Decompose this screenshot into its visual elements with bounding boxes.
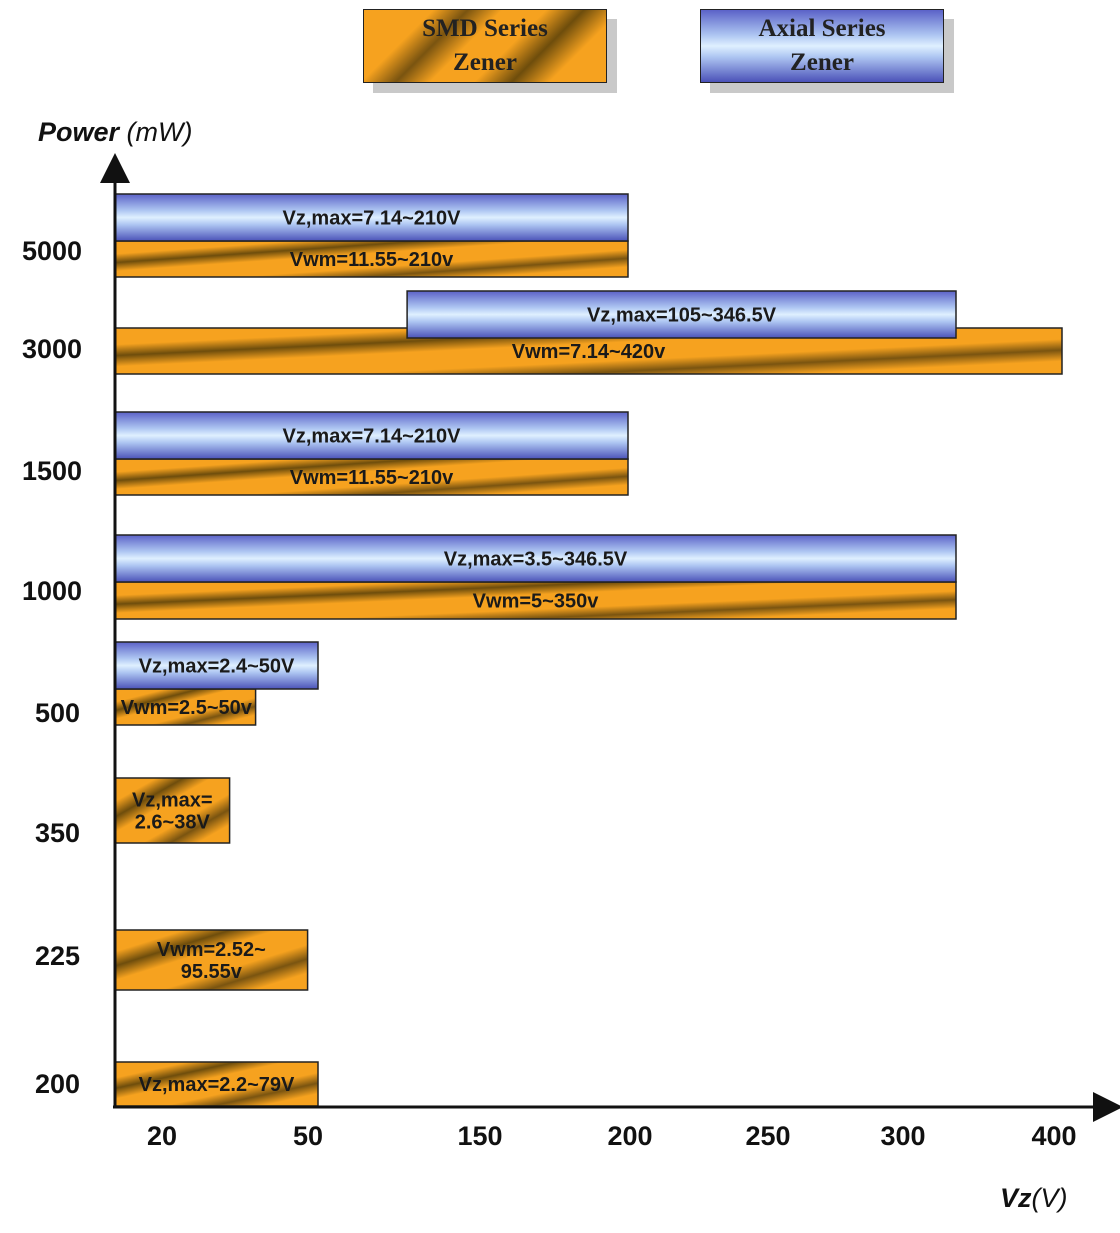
smd-bar-200 [114,1061,319,1107]
y-tick-label-5000: 5000 [22,236,82,266]
x-tick-label-400: 400 [1031,1121,1076,1151]
axial-bar-1500 [114,411,629,460]
y-tick-label-1000: 1000 [22,576,82,606]
smd-bar-5000-label: Vwm=11.55~210v [290,249,454,271]
legend-axial-label: Axial Series Zener [758,15,886,76]
legend-smd-series: SMD Series Zener [363,9,607,83]
smd-bar-1000-label: Vwm=5~350v [473,591,600,613]
smd-bar-225-label: Vwm=2.52~ 95.55v [157,939,266,983]
x-tick-label-50: 50 [293,1121,323,1151]
x-tick-label-20: 20 [147,1121,177,1151]
axial-bar-1000 [114,534,957,583]
y-tick-label-350: 350 [35,818,80,848]
smd-bar-5000 [114,240,629,278]
smd-bar-350 [114,777,231,844]
smd-bar-500 [114,688,257,726]
x-axis-title-unit: (V) [1031,1183,1068,1213]
y-tick-label-200: 200 [35,1069,80,1099]
y-axis-title-main: Power [38,117,120,147]
x-tick-label-150: 150 [457,1121,502,1151]
smd-bar-1500-label: Vwm=11.55~210v [290,467,454,489]
x-tick-label-200: 200 [607,1121,652,1151]
axial-bar-5000 [114,193,629,242]
axial-bar-500 [114,641,319,690]
x-tick-label-250: 250 [745,1121,790,1151]
smd-bar-350-label: Vz,max= 2.6~38V [132,790,213,834]
y-tick-label-3000: 3000 [22,334,82,364]
smd-bar-200-label: Vz,max=2.2~79V [139,1074,295,1096]
legend-smd-label: SMD Series Zener [422,15,548,76]
axial-bar-1500-label: Vz,max=7.14~210V [283,426,462,448]
axial-bar-1000-label: Vz,max=3.5~346.5V [444,549,628,571]
y-axis-title-unit: (mW) [119,117,193,147]
axial-bar-3000 [406,290,957,339]
x-tick-label-300: 300 [880,1121,925,1151]
smd-bar-1000 [114,581,957,620]
y-tick-label-500: 500 [35,698,80,728]
x-axis-title-main: Vz [1000,1183,1032,1213]
y-tick-label-1500: 1500 [22,456,82,486]
smd-bar-225 [114,929,309,991]
axial-bar-500-label: Vz,max=2.4~50V [139,656,295,678]
axial-bar-3000-label: Vz,max=105~346.5V [587,305,777,327]
smd-bar-3000-label: Vwm=7.14~420v [512,341,666,363]
x-axis-title: Vz(V) [1000,1183,1068,1214]
legend-axial-series: Axial Series Zener [700,9,944,83]
smd-bar-500-label: Vwm=2.5~50v [121,697,253,719]
axial-bar-5000-label: Vz,max=7.14~210V [283,208,462,230]
y-axis-title: Power (mW) [38,117,193,148]
y-tick-label-225: 225 [35,941,80,971]
